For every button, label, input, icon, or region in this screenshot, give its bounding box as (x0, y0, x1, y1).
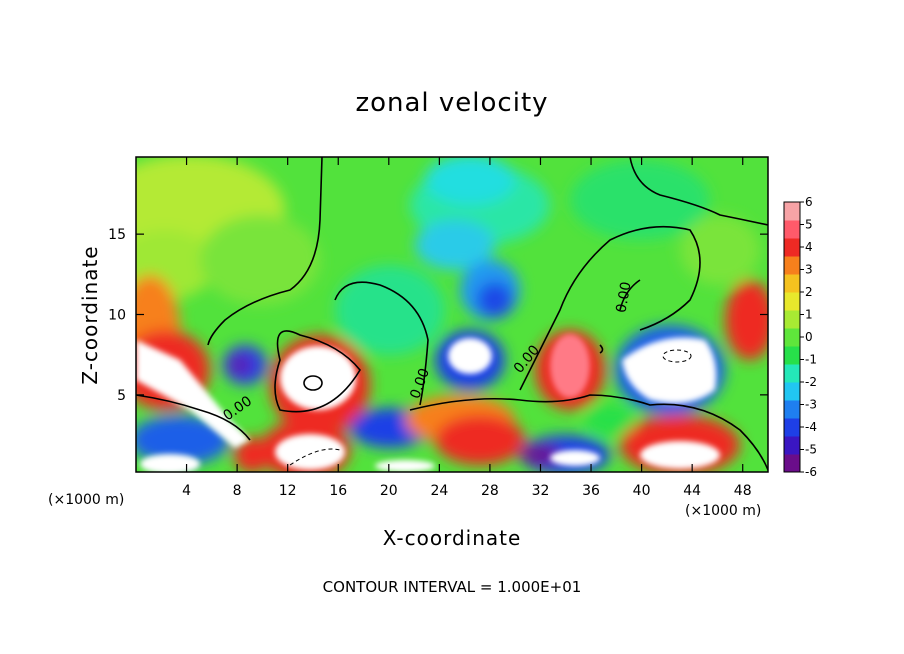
colorbar-tick-label: -2 (805, 375, 817, 389)
colorbar-tick-label: -6 (805, 465, 817, 479)
x-tick-label: 28 (481, 483, 499, 499)
colorbar-tick-label: 2 (805, 285, 813, 299)
x-tick-label: 32 (532, 483, 550, 499)
colorbar-swatch (784, 328, 800, 347)
x-tick-label: 12 (279, 483, 297, 499)
x-tick-label: 36 (582, 483, 600, 499)
colorbar-tick-label: -3 (805, 398, 817, 412)
x-tick-label: 20 (380, 483, 398, 499)
colorbar-swatch (784, 220, 800, 239)
x-tick-label: 24 (430, 483, 448, 499)
colorbar-swatch (784, 238, 800, 257)
y-tick-label: 10 (108, 308, 126, 324)
chart-title: zonal velocity (355, 88, 549, 118)
contour-lines (136, 157, 768, 471)
x-tick-label: 40 (633, 483, 651, 499)
colorbar-swatch (784, 364, 800, 383)
y-axis-label: Z-coordinate (78, 245, 102, 385)
colorbar-tick-label: 1 (805, 308, 813, 322)
colorbar-swatch (784, 418, 800, 437)
colorbar-swatch (784, 310, 800, 329)
x-axis: 4 8 12 16 20 24 28 32 36 40 44 48 (182, 157, 752, 499)
colorbar-swatch (784, 256, 800, 275)
x-unit-left: (×1000 m) (48, 492, 125, 508)
x-tick-label: 44 (683, 483, 701, 499)
colorbar-swatch (784, 292, 800, 311)
colorbar-swatch (784, 274, 800, 293)
contour-label: 0.00 (613, 281, 634, 314)
colorbar-swatch (784, 202, 800, 221)
colorbar-swatch (784, 436, 800, 455)
colorbar-swatch (784, 346, 800, 365)
contour-interval-note: CONTOUR INTERVAL = 1.000E+01 (322, 578, 582, 596)
colorbar-tick-label: 3 (805, 263, 813, 277)
colorbar: 6 5 4 3 2 1 0 -1 -2 -3 -4 -5 -6 (783, 195, 817, 479)
x-axis-label: X-coordinate (382, 526, 522, 550)
x-tick-label: 4 (182, 483, 191, 499)
colorbar-tick-label: -4 (805, 420, 817, 434)
heatmap-field (136, 157, 768, 472)
x-unit-right: (×1000 m) (685, 503, 762, 519)
y-tick-label: 5 (117, 388, 126, 404)
colorbar-tick-label: -5 (805, 443, 817, 457)
negative-contours (289, 349, 692, 466)
colorbar-swatch (784, 400, 800, 419)
y-axis: 5 10 15 (108, 227, 768, 404)
colorbar-tick-label: 4 (805, 240, 813, 254)
colorbar-tick-label: 6 (805, 195, 813, 209)
colorbar-swatch (784, 454, 800, 473)
colorbar-swatch (784, 382, 800, 401)
x-tick-label: 48 (734, 483, 752, 499)
x-tick-label: 16 (329, 483, 347, 499)
colorbar-tick-label: 5 (805, 218, 813, 232)
colorbar-tick-label: -1 (805, 353, 817, 367)
x-tick-label: 8 (233, 483, 242, 499)
colorbar-tick-label: 0 (805, 330, 813, 344)
y-tick-label: 15 (108, 227, 126, 243)
